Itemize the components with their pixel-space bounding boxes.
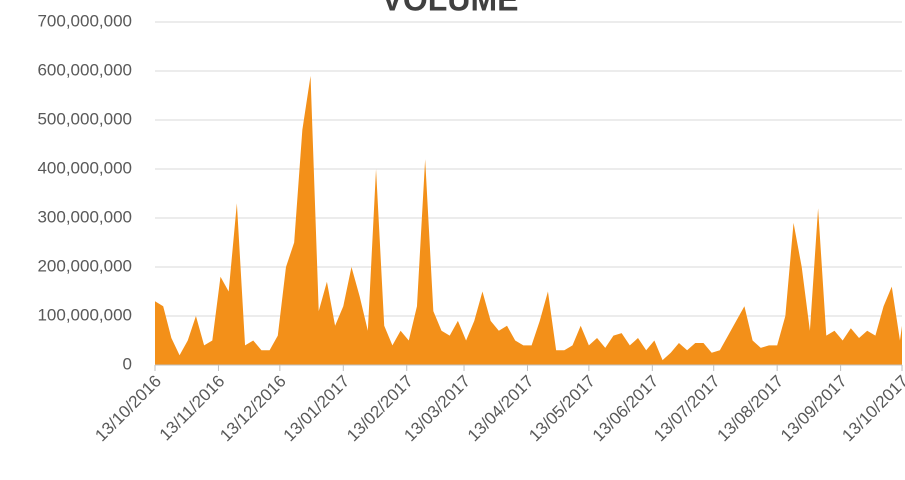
y-tick-label: 100,000,000 bbox=[37, 305, 132, 324]
x-tick-label: 13/01/2017 bbox=[280, 372, 354, 446]
x-tick-label: 13/12/2016 bbox=[216, 372, 290, 446]
y-tick-label: 700,000,000 bbox=[37, 11, 132, 30]
chart-title: VOLUME bbox=[382, 0, 519, 17]
area bbox=[155, 75, 902, 366]
y-tick-label: 300,000,000 bbox=[37, 207, 132, 226]
y-tick-label: 500,000,000 bbox=[37, 109, 132, 128]
x-tick-label: 13/05/2017 bbox=[525, 372, 599, 446]
x-tick-label: 13/07/2017 bbox=[650, 372, 724, 446]
x-tick-label: 13/08/2017 bbox=[714, 372, 788, 446]
y-tick-label: 200,000,000 bbox=[37, 256, 132, 275]
y-tick-label: 400,000,000 bbox=[37, 158, 132, 177]
y-tick-label: 0 bbox=[123, 354, 132, 373]
y-tick-label: 600,000,000 bbox=[37, 60, 132, 79]
x-tick-label: 13/10/2017 bbox=[838, 372, 905, 446]
x-tick-label: 13/10/2016 bbox=[91, 372, 165, 446]
